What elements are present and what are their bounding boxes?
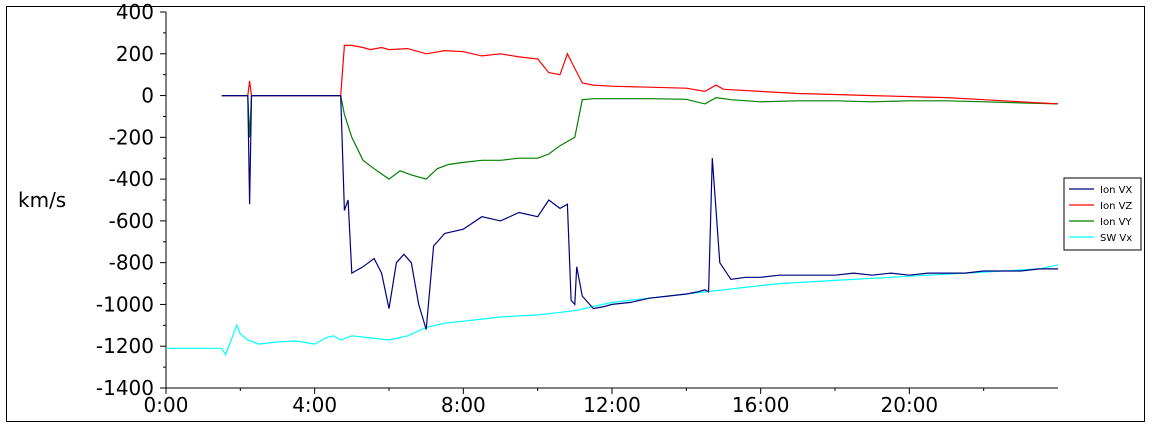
legend-label: Ion VX bbox=[1100, 185, 1132, 196]
y-tick-label: -400 bbox=[109, 167, 154, 191]
x-tick-label: 8:00 bbox=[441, 393, 486, 417]
y-tick-label: -1000 bbox=[96, 292, 154, 316]
x-tick-label: 20:00 bbox=[881, 393, 939, 417]
legend-label: Ion VY bbox=[1100, 217, 1132, 228]
x-tick-label: 16:00 bbox=[732, 393, 790, 417]
y-tick-label: -800 bbox=[109, 251, 154, 275]
y-tick-label: -1200 bbox=[96, 334, 154, 358]
series-line-ion-vy bbox=[221, 95, 1059, 180]
y-tick-label: -200 bbox=[109, 125, 154, 149]
y-tick-label: 200 bbox=[116, 42, 154, 66]
x-tick-label: 4:00 bbox=[292, 393, 337, 417]
x-tick-label: 0:00 bbox=[144, 393, 189, 417]
legend-label: SW Vx bbox=[1100, 233, 1132, 244]
y-tick-label: -1400 bbox=[96, 376, 154, 400]
y-tick-label: -600 bbox=[109, 209, 154, 233]
series-line-ion-vz bbox=[221, 44, 1059, 105]
y-tick-label: 0 bbox=[141, 84, 154, 108]
legend-label: Ion VZ bbox=[1100, 201, 1132, 212]
legend-box bbox=[1063, 177, 1142, 251]
series-line-ion-vx bbox=[221, 95, 1058, 330]
x-tick-label: 12:00 bbox=[583, 393, 641, 417]
chart-frame bbox=[6, 6, 1145, 422]
series-line-sw-vx bbox=[166, 264, 1059, 356]
y-axis-label: km/s bbox=[18, 188, 66, 212]
y-tick-label: 400 bbox=[116, 0, 154, 24]
